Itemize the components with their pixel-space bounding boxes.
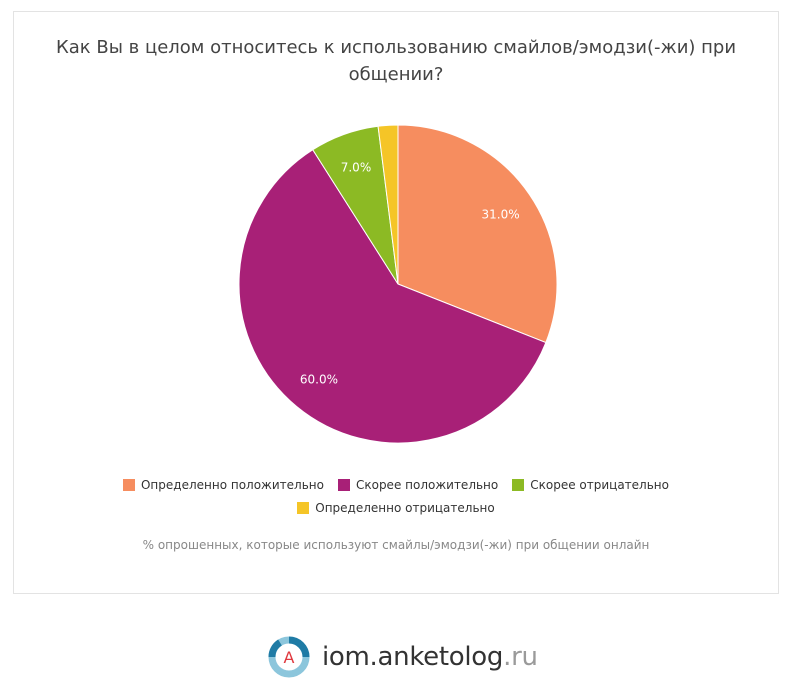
- chart-legend: Определенно положительно Скорее положител…: [74, 474, 718, 520]
- chart-title: Как Вы в целом относитесь к использовани…: [55, 37, 737, 85]
- brand-name: iom.anketolog.ru: [322, 642, 538, 672]
- legend-swatch: [297, 502, 310, 514]
- legend-label: Определенно отрицательно: [315, 501, 495, 515]
- slice-label-0: 31.0%: [482, 207, 520, 221]
- pie-slice-0: [397, 124, 558, 344]
- slice-label-1: 60.0%: [300, 373, 338, 387]
- legend-item-3: Определенно отрицательно: [297, 497, 495, 520]
- chart-card: Как Вы в целом относитесь к использовани…: [13, 11, 779, 594]
- legend-swatch: [337, 479, 350, 491]
- pie-slice-3: [377, 124, 399, 285]
- legend-swatch: [512, 479, 525, 491]
- legend-item-1: Скорее положительно: [337, 474, 499, 497]
- legend-label: Скорее положительно: [355, 478, 499, 492]
- legend-label: Скорее отрицательно: [530, 478, 669, 492]
- slice-label-2: 7.0%: [341, 160, 372, 174]
- legend-label: Определенно положительно: [140, 478, 324, 492]
- anketolog-logo-icon: A: [268, 636, 310, 678]
- legend-item-2: Скорее отрицательно: [512, 474, 669, 497]
- logo-letter: A: [284, 648, 295, 667]
- brand-footer: A iom.anketolog.ru: [266, 634, 538, 680]
- pie-slice-1: [238, 149, 547, 444]
- brand-tld: .ru: [503, 642, 538, 672]
- pie-chart: 31.0% 60.0% 7.0%: [238, 124, 558, 444]
- legend-item-0: Определенно положительно: [122, 474, 324, 497]
- legend-swatch: [122, 479, 135, 491]
- chart-footnote: % опрошенных, которые используют смайлы/…: [142, 538, 650, 552]
